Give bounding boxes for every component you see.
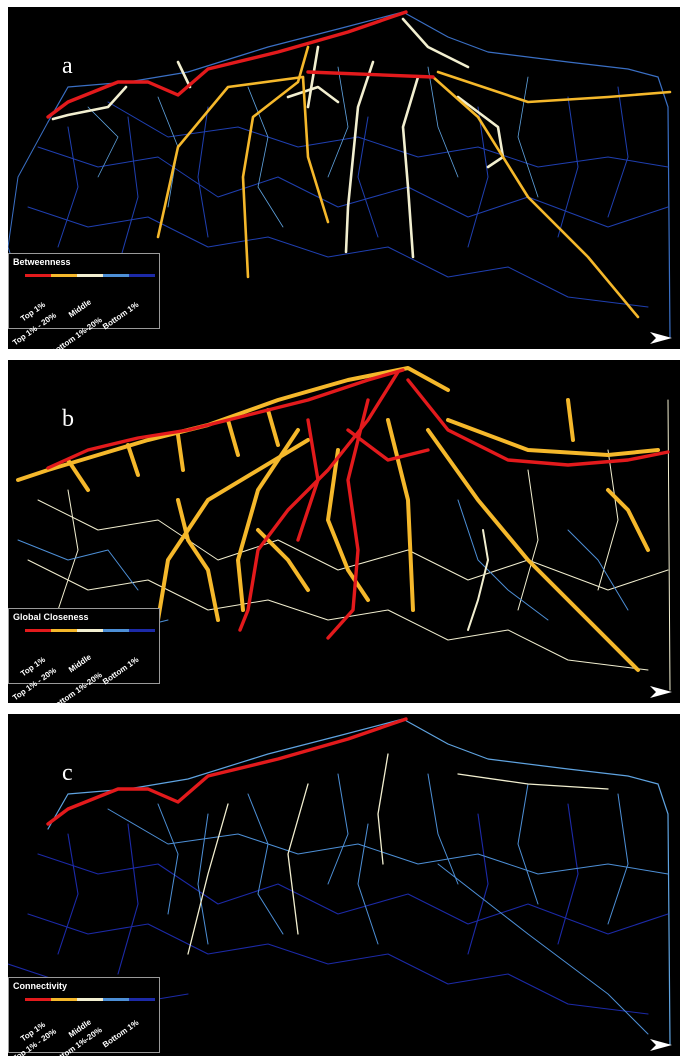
legend-class-bottom-1: Bottom 1% [101, 655, 141, 687]
north-arrow-icon [650, 686, 672, 698]
road-network-map [16, 366, 671, 691]
legend-class-bottom-1: Bottom 1% [101, 1018, 141, 1050]
legend-title: Betweenness [13, 257, 71, 267]
road-network-map [8, 10, 672, 338]
legend-class-middle: Middle [67, 297, 93, 320]
panel-label: c [62, 760, 73, 786]
legend-class-middle: Middle [67, 652, 93, 675]
panel-label: b [62, 406, 74, 432]
legend-class-bottom-1: Bottom 1% [101, 300, 141, 332]
legend-box: Connectivity Top 1% Top 1% - 20% Middle … [8, 977, 160, 1056]
legend-box: Global Closeness Top 1% Top 1% - 20% Mid… [8, 608, 160, 703]
map-panel-global-closeness: b Global Closeness Top 1% Top 1% - 20% M… [8, 360, 680, 703]
map-panel-connectivity: c Connectivity Top 1% Top 1% - 20% Middl… [8, 714, 680, 1056]
legend-box: Betweenness Top 1% Top 1% - 20% Middle B… [8, 253, 160, 349]
panel-label: a [62, 53, 73, 79]
road-network-map [8, 717, 671, 1045]
map-panel-betweenness: a Betweenness Top 1% Top 1% - 20% Middle… [8, 7, 680, 349]
legend-title: Connectivity [13, 981, 68, 991]
north-arrow-icon [650, 1039, 672, 1051]
north-arrow-icon [650, 332, 672, 344]
legend-title: Global Closeness [13, 612, 89, 622]
